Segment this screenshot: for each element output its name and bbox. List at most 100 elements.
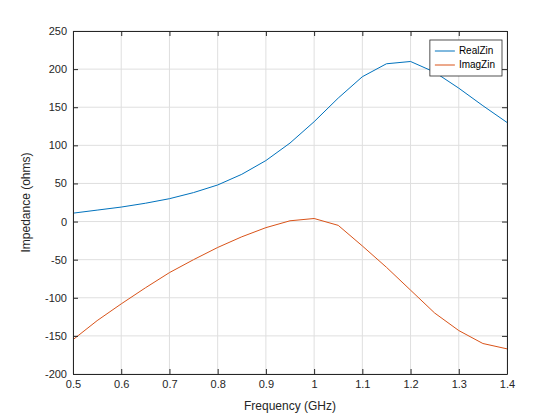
x-axis-top	[74, 31, 508, 36]
x-axis-tick: 1.3	[452, 369, 467, 390]
x-axis-tick-mark	[459, 369, 460, 374]
x-grid-line	[121, 31, 122, 374]
x-axis-top-tick	[362, 31, 363, 36]
x-axis-top-tick-mark	[362, 31, 363, 36]
y-axis-tick: 50	[55, 177, 78, 189]
y-axis-tick-label: 200	[49, 63, 67, 75]
y-axis-tick: 250	[49, 25, 78, 37]
legend-swatch	[435, 51, 455, 52]
legend-label: RealZin	[459, 45, 493, 56]
x-axis-tick-label: 1.2	[403, 378, 418, 390]
x-axis-top-tick	[169, 31, 170, 36]
y-axis-tick-label: -200	[45, 368, 67, 380]
y-axis-tick-label: -100	[45, 292, 67, 304]
x-axis-top-tick	[459, 31, 460, 36]
y-axis-right-tick	[502, 69, 507, 70]
x-axis-tick-label: 1.3	[452, 378, 467, 390]
x-axis-tick-mark	[169, 369, 170, 374]
y-axis-tick-mark	[73, 336, 78, 337]
y-axis-right-tick	[502, 222, 507, 223]
x-axis-top-tick	[121, 31, 122, 36]
y-axis-right-tick	[502, 336, 507, 337]
series-line	[73, 219, 507, 349]
y-axis-right-tick	[502, 298, 507, 299]
y-grid-line	[73, 145, 507, 146]
plot: 0.50.60.70.80.911.11.21.31.4-200-150-100…	[45, 25, 515, 390]
y-grid-line	[73, 374, 507, 375]
y-axis-tick-mark	[73, 222, 78, 223]
y-axis-tick-label: 0	[61, 216, 67, 228]
x-axis-tick: 0.8	[211, 369, 226, 390]
x-axis-top-tick-mark	[73, 31, 74, 36]
y-grid-line	[73, 335, 507, 336]
y-axis-right-tick-mark	[502, 31, 507, 32]
y-grid-line	[73, 297, 507, 298]
y-grid-line	[73, 183, 507, 184]
y-axis-tick: -100	[45, 292, 78, 304]
y-axis-tick-mark	[73, 374, 78, 375]
x-axis-top-tick	[314, 31, 315, 36]
x-axis-tick-mark	[411, 369, 412, 374]
x-grid-line	[410, 31, 411, 374]
y-axis-tick: 200	[49, 63, 78, 75]
y-axis: -200-150-100-50050100150200250	[45, 25, 78, 380]
y-axis-right-tick	[502, 260, 507, 261]
y-axis-tick-mark	[73, 145, 78, 146]
y-axis-tick-label: 100	[49, 139, 67, 151]
x-axis-tick-mark	[362, 369, 363, 374]
y-axis-right-tick-mark	[502, 374, 507, 375]
y-axis-right-tick-mark	[502, 107, 507, 108]
x-axis-tick: 1.1	[355, 369, 370, 390]
x-axis-top-tick	[73, 31, 74, 36]
y-axis-tick-label: 250	[49, 25, 67, 37]
y-axis-right-tick-mark	[502, 260, 507, 261]
y-axis-right-tick-mark	[502, 145, 507, 146]
x-axis-top-tick-mark	[411, 31, 412, 36]
legend: RealZin ImagZin	[430, 40, 502, 76]
x-axis-tick-mark	[121, 369, 122, 374]
y-grid-line	[73, 259, 507, 260]
y-axis-right-tick	[502, 31, 507, 32]
x-axis-top-tick-mark	[121, 31, 122, 36]
x-axis-tick-mark	[266, 369, 267, 374]
x-axis-tick-label: 0.8	[211, 378, 226, 390]
x-axis-tick-label: 1	[312, 378, 318, 390]
y-axis-tick-mark	[73, 183, 78, 184]
x-axis-top-tick	[218, 31, 219, 36]
background	[0, 0, 560, 420]
x-axis-top-tick-mark	[314, 31, 315, 36]
series-line	[73, 61, 507, 213]
y-axis-line	[73, 32, 74, 375]
chart: 0.50.60.70.80.911.11.21.31.4-200-150-100…	[0, 0, 560, 420]
x-axis-top-tick	[266, 31, 267, 36]
legend-box	[430, 40, 502, 76]
y-axis-tick: -50	[51, 254, 78, 266]
x-axis-top-tick-mark	[169, 31, 170, 36]
y-axis-right-tick-mark	[502, 183, 507, 184]
x-axis-tick: 1	[312, 369, 318, 390]
x-axis-tick-mark	[218, 369, 219, 374]
y-axis-tick-mark	[73, 107, 78, 108]
legend-item: RealZin	[435, 45, 493, 56]
x-axis-tick-mark	[314, 369, 315, 374]
x-axis-top-tick-mark	[218, 31, 219, 36]
y-axis-tick-label: 50	[55, 177, 67, 189]
y-axis-right	[502, 32, 508, 375]
y-axis-tick: 150	[49, 101, 78, 113]
x-axis-tick: 0.7	[162, 369, 177, 390]
x-axis-tick-label: 0.6	[114, 378, 129, 390]
y-grid-line	[73, 107, 507, 108]
x-axis-tick-label: 0.9	[259, 378, 274, 390]
y-axis-tick: 100	[49, 139, 78, 151]
y-axis-tick-label: -50	[51, 254, 67, 266]
y-axis-tick-mark	[73, 298, 78, 299]
x-axis-tick: 1.2	[403, 369, 418, 390]
x-axis-top-line	[74, 31, 508, 32]
legend-label: ImagZin	[459, 59, 495, 70]
x-grid-line	[362, 31, 363, 374]
y-axis-title: Impedance (ohms)	[19, 152, 33, 252]
y-axis-right-tick-mark	[502, 69, 507, 70]
x-grid-line	[314, 31, 315, 374]
x-axis-tick-label: 1.1	[355, 378, 370, 390]
y-axis-right-tick	[502, 145, 507, 146]
